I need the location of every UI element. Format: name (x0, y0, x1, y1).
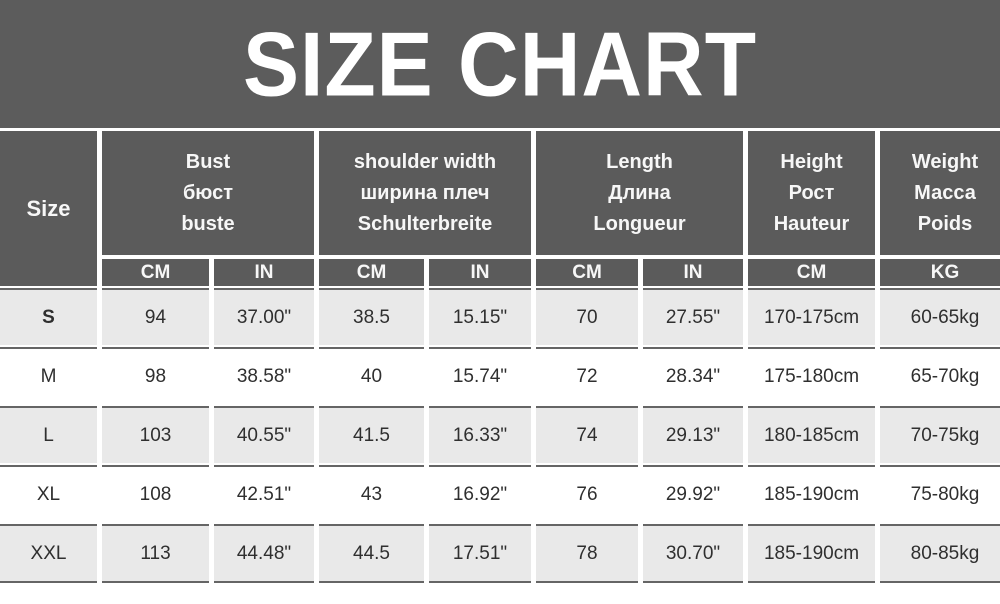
data-cell-bust-cm: 113 (102, 524, 209, 583)
data-cell-length-in: 30.70" (643, 524, 743, 583)
data-cell-bust-cm: 103 (102, 406, 209, 463)
unit-shoulder-in: IN (429, 257, 531, 286)
data-cell-length-cm: 76 (536, 465, 638, 522)
col-header-height: Height Рост Hauteur (748, 131, 875, 255)
unit-length-in: IN (643, 257, 743, 286)
data-cell-shoulder-cm: 44.5 (319, 524, 424, 583)
bust-label-ru: бюст (182, 181, 234, 204)
shoulder-label-de: Schulterbreite (357, 212, 493, 235)
data-cell-bust-in: 42.51" (214, 465, 314, 522)
table-row-s: S 94 37.00" 38.5 15.15" 70 27.55" 170-17… (0, 288, 1000, 345)
data-cell-length-cm: 70 (536, 288, 638, 345)
unit-bust-in: IN (214, 257, 314, 286)
size-cell: M (0, 347, 97, 404)
shoulder-label-ru: ширина плеч (360, 181, 490, 204)
col-header-size-label: Size (26, 195, 71, 221)
data-cell-height: 175-180cm (748, 347, 875, 404)
col-header-size: Size (0, 131, 97, 286)
size-cell: XL (0, 465, 97, 522)
data-cell-shoulder-cm: 43 (319, 465, 424, 522)
data-cell-shoulder-in: 17.51" (429, 524, 531, 583)
size-cell: XXL (0, 524, 97, 583)
data-cell-bust-cm: 94 (102, 288, 209, 345)
data-cell-bust-in: 44.48" (214, 524, 314, 583)
data-cell-bust-in: 37.00" (214, 288, 314, 345)
unit-bust-cm: CM (102, 257, 209, 286)
page-title: SIZE CHART (243, 12, 757, 115)
data-cell-bust-cm: 98 (102, 347, 209, 404)
table-row-m: M 98 38.58" 40 15.74" 72 28.34" 175-180c… (0, 347, 1000, 404)
height-label-fr: Hauteur (773, 212, 850, 235)
data-cell-shoulder-in: 15.15" (429, 288, 531, 345)
unit-shoulder-cm: CM (319, 257, 424, 286)
unit-height-cm: CM (748, 257, 875, 286)
length-label-fr: Longueur (593, 212, 686, 235)
data-cell-length-cm: 78 (536, 524, 638, 583)
table-row-xl: XL 108 42.51" 43 16.92" 76 29.92" 185-19… (0, 465, 1000, 522)
length-label-ru: Длина (608, 181, 671, 204)
height-label-ru: Рост (788, 181, 835, 204)
data-cell-height: 170-175cm (748, 288, 875, 345)
bust-label-en: Bust (185, 150, 231, 173)
height-label-en: Height (780, 150, 843, 173)
data-cell-height: 180-185cm (748, 406, 875, 463)
weight-label-en: Weight (911, 150, 979, 173)
length-label-en: Length (606, 150, 673, 173)
data-cell-weight: 80-85kg (880, 524, 1000, 583)
col-header-weight: Weight Масса Poids (880, 131, 1000, 255)
col-header-shoulder-width: shoulder width ширина плеч Schulterbreit… (319, 131, 531, 255)
data-cell-height: 185-190cm (748, 524, 875, 583)
data-cell-weight: 70-75kg (880, 406, 1000, 463)
banner: SIZE CHART (0, 0, 1000, 128)
col-header-length: Length Длина Longueur (536, 131, 743, 255)
data-cell-bust-cm: 108 (102, 465, 209, 522)
data-cell-weight: 75-80kg (880, 465, 1000, 522)
table-row-xxl: XXL 113 44.48" 44.5 17.51" 78 30.70" 185… (0, 524, 1000, 583)
data-cell-shoulder-cm: 40 (319, 347, 424, 404)
size-chart-page: SIZE CHART Size Bust бюст buste shoulder… (0, 0, 1000, 585)
weight-label-ru: Масса (914, 181, 976, 204)
header-row-units: CM IN CM IN CM IN CM KG (0, 257, 1000, 286)
size-table: Size Bust бюст buste shoulder width шири… (0, 129, 1000, 585)
data-cell-length-in: 28.34" (643, 347, 743, 404)
data-cell-length-in: 27.55" (643, 288, 743, 345)
data-cell-weight: 65-70kg (880, 347, 1000, 404)
unit-length-cm: CM (536, 257, 638, 286)
table-row-l: L 103 40.55" 41.5 16.33" 74 29.13" 180-1… (0, 406, 1000, 463)
data-cell-weight: 60-65kg (880, 288, 1000, 345)
data-cell-shoulder-in: 16.92" (429, 465, 531, 522)
data-cell-length-in: 29.13" (643, 406, 743, 463)
data-cell-shoulder-in: 15.74" (429, 347, 531, 404)
unit-weight-kg: KG (880, 257, 1000, 286)
shoulder-label-en: shoulder width (353, 150, 497, 173)
header-row-groups: Size Bust бюст buste shoulder width шири… (0, 131, 1000, 286)
size-cell: S (0, 288, 97, 345)
data-cell-length-cm: 72 (536, 347, 638, 404)
data-cell-shoulder-cm: 41.5 (319, 406, 424, 463)
data-cell-shoulder-in: 16.33" (429, 406, 531, 463)
weight-label-fr: Poids (917, 212, 973, 235)
data-cell-length-in: 29.92" (643, 465, 743, 522)
bust-label-fr: buste (181, 212, 235, 235)
data-cell-length-cm: 74 (536, 406, 638, 463)
size-cell: L (0, 406, 97, 463)
data-cell-shoulder-cm: 38.5 (319, 288, 424, 345)
data-cell-height: 185-190cm (748, 465, 875, 522)
col-header-bust: Bust бюст buste (102, 131, 314, 255)
data-cell-bust-in: 38.58" (214, 347, 314, 404)
data-cell-bust-in: 40.55" (214, 406, 314, 463)
